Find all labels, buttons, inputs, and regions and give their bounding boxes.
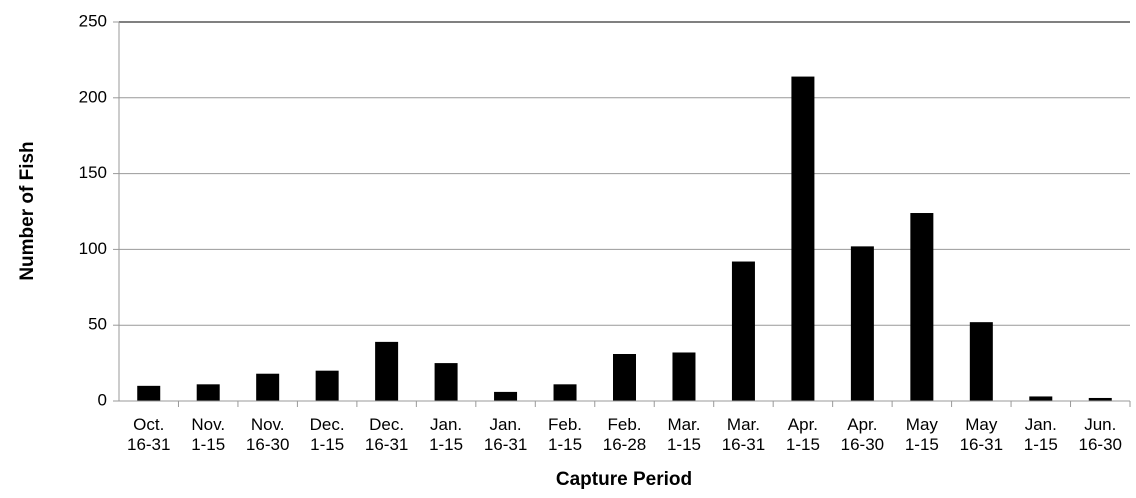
x-tick-label-line: 16-31 [127, 435, 170, 454]
x-tick-label: Jan. 1-15 [1024, 415, 1058, 454]
x-tick-label-line: 16-31 [722, 435, 765, 454]
x-tick-label-line: 16-31 [484, 435, 527, 454]
bar [613, 354, 636, 401]
y-tick-label: 50 [88, 315, 107, 334]
x-tick-label-line: 1-15 [786, 435, 820, 454]
bar [196, 384, 220, 401]
bar [1029, 396, 1053, 401]
x-tick-label: Nov. 1-15 [191, 415, 225, 454]
x-tick-label-line: 16-31 [960, 435, 1003, 454]
x-tick-label: Dec. 1-15 [310, 415, 345, 454]
bar [1088, 397, 1112, 401]
x-tick-label-line: 1-15 [310, 435, 344, 454]
x-tick-label-line: 1-15 [191, 435, 225, 454]
bar [553, 384, 577, 401]
x-tick-label: Nov. 16-30 [246, 415, 289, 454]
bar [791, 76, 815, 402]
y-axis-title: Number of Fish [17, 141, 38, 280]
x-tick-label-line: Nov. [191, 415, 225, 434]
x-tick-label: Mar. 1-15 [667, 415, 701, 454]
x-tick-label: Apr. 1-15 [786, 415, 820, 454]
y-tick-label: 0 [98, 390, 107, 409]
x-tick-label-line: 16-30 [841, 435, 884, 454]
x-tick-label-line: 16-30 [246, 435, 289, 454]
x-tick-label-line: Feb. [607, 415, 641, 434]
x-tick-label-line: 16-30 [1079, 435, 1122, 454]
y-tick-label: 100 [79, 239, 107, 258]
x-tick-label: Apr. 16-30 [841, 415, 884, 454]
y-tick-label: 200 [79, 87, 107, 106]
x-tick-label-line: Jan. [1025, 415, 1057, 434]
bar [315, 370, 339, 401]
x-tick-label: Feb. 16-28 [603, 415, 646, 454]
x-tick-label-line: 1-15 [429, 435, 463, 454]
y-tick-label: 250 [79, 11, 107, 30]
x-tick-label: Jun. 16-30 [1079, 415, 1122, 454]
bar [137, 385, 161, 401]
x-tick-label: May 16-31 [960, 415, 1003, 454]
bar [969, 322, 993, 401]
x-tick-label-line: Jan. [430, 415, 462, 434]
x-tick-label-line: May [906, 415, 939, 434]
x-tick-label: Jan. 16-31 [484, 415, 527, 454]
x-tick-label: May 1-15 [905, 415, 939, 454]
x-tick-label-line: Jun. [1084, 415, 1116, 434]
bar [494, 391, 518, 401]
x-tick-label-line: Oct. [133, 415, 164, 434]
bar [850, 246, 874, 401]
x-tick-label-line: May [965, 415, 998, 434]
x-tick-label-line: Mar. [667, 415, 700, 434]
x-tick-label-line: Nov. [251, 415, 285, 434]
x-tick-label: Oct. 16-31 [127, 415, 170, 454]
bar [910, 213, 934, 401]
x-tick-label: Jan. 1-15 [429, 415, 463, 454]
x-tick-label-line: Apr. [847, 415, 877, 434]
x-tick-label-line: Dec. [369, 415, 404, 434]
x-tick-label: Feb. 1-15 [548, 415, 582, 454]
x-tick-label-line: Apr. [788, 415, 818, 434]
x-tick-label-line: Dec. [310, 415, 345, 434]
x-tick-label: Dec. 16-31 [365, 415, 408, 454]
x-tick-label-line: Feb. [548, 415, 582, 434]
bar [434, 363, 458, 401]
bar [672, 352, 696, 401]
x-tick-label-line: 1-15 [905, 435, 939, 454]
x-axis-title: Capture Period [556, 469, 692, 490]
x-tick-label-line: 1-15 [1024, 435, 1058, 454]
x-tick-label-line: Mar. [727, 415, 760, 434]
y-tick-label: 150 [79, 163, 107, 182]
bar [256, 373, 280, 401]
x-tick-label-line: Jan. [489, 415, 521, 434]
x-tick-label-line: 16-28 [603, 435, 646, 454]
bar [731, 261, 755, 401]
x-tick-label-line: 1-15 [548, 435, 582, 454]
x-tick-label: Mar. 16-31 [722, 415, 765, 454]
bar [375, 341, 399, 401]
x-tick-label-line: 16-31 [365, 435, 408, 454]
x-tick-label-line: 1-15 [667, 435, 701, 454]
